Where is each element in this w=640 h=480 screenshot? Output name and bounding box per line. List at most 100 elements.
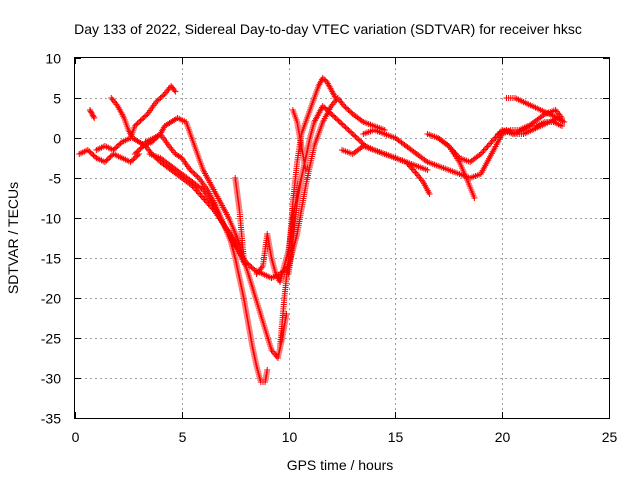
data-point (187, 167, 194, 173)
y-axis-label: SDTVAR / TECUs (5, 182, 21, 294)
data-point (89, 151, 96, 157)
data-point (244, 260, 251, 267)
data-point (349, 131, 356, 137)
data-point (101, 159, 108, 165)
data-point (326, 109, 333, 116)
data-point (194, 173, 201, 180)
y-tick-label: -20 (41, 291, 61, 307)
data-point (134, 120, 141, 127)
data-point (332, 95, 339, 101)
y-tick-label: -10 (41, 211, 61, 227)
data-point (87, 108, 94, 115)
x-axis-label: GPS time / hours (287, 457, 394, 473)
data-point (412, 169, 419, 176)
data-point (90, 113, 97, 120)
data-point (136, 147, 143, 153)
data-point (559, 123, 566, 129)
data-point (484, 143, 491, 150)
data-point (197, 192, 204, 198)
data-point (346, 128, 353, 135)
data-point (160, 92, 167, 99)
data-points (76, 75, 568, 385)
y-tick-label: 10 (45, 51, 61, 67)
data-point (158, 93, 165, 100)
data-point (353, 135, 360, 141)
data-point (116, 141, 123, 148)
data-point (328, 111, 335, 117)
data-point (346, 108, 353, 115)
data-point (172, 88, 179, 95)
series-arc-1 (76, 147, 143, 165)
data-point (339, 121, 346, 128)
data-point (321, 104, 328, 111)
data-point (319, 75, 326, 81)
data-point (188, 168, 195, 175)
data-point (248, 264, 255, 271)
data-point (107, 153, 114, 160)
chart-title: Day 133 of 2022, Sidereal Day-to-day VTE… (74, 21, 582, 37)
data-point (90, 152, 97, 159)
data-point (358, 139, 365, 145)
data-point (91, 153, 98, 160)
grid-lines (75, 58, 609, 418)
data-point (86, 107, 93, 113)
data-point (424, 167, 431, 173)
data-point (335, 117, 342, 124)
data-point (343, 105, 350, 112)
data-point (483, 145, 490, 151)
series-arc-2 (86, 107, 98, 121)
data-point (352, 133, 359, 140)
data-point (131, 123, 138, 129)
x-tick-label: 15 (388, 429, 404, 445)
data-point (485, 142, 492, 148)
plot-frame (74, 57, 610, 419)
data-point (154, 97, 161, 104)
data-point (355, 136, 362, 143)
data-point (191, 171, 198, 177)
data-point (89, 112, 96, 119)
data-point (245, 261, 252, 268)
data-point (321, 76, 328, 83)
data-point (322, 105, 329, 112)
data-point (131, 151, 138, 157)
data-point (111, 145, 118, 152)
data-point (106, 155, 113, 161)
x-tick-label: 0 (72, 429, 80, 445)
data-point (193, 172, 200, 179)
data-point (88, 109, 95, 116)
data-point (137, 117, 144, 124)
data-point (345, 127, 352, 133)
y-tick-label: -5 (49, 171, 62, 187)
data-point (87, 149, 94, 156)
data-point (130, 156, 137, 163)
data-point (345, 107, 352, 113)
data-point (341, 103, 348, 109)
data-point (487, 140, 494, 147)
data-point (331, 113, 338, 120)
data-point (341, 123, 348, 129)
data-point (143, 112, 150, 119)
series-arc-10 (277, 75, 339, 349)
data-point (342, 124, 349, 131)
data-point (332, 115, 339, 121)
data-point (411, 168, 418, 174)
data-point (488, 139, 495, 145)
data-point (114, 143, 121, 149)
x-tick-label: 20 (495, 429, 511, 445)
data-point (104, 156, 111, 163)
data-point (319, 103, 326, 109)
series-arc-7 (146, 95, 388, 281)
series-arc-8 (232, 175, 247, 261)
data-point (348, 129, 355, 136)
data-point (426, 191, 433, 197)
data-point (247, 263, 254, 269)
data-point (324, 107, 331, 113)
data-point (481, 146, 488, 153)
axis-ticks: 0 5 10 15 20 25 10 5 0 -5 -10 -15 -20 -25 -30 -35 (41, 51, 618, 446)
data-point (171, 87, 178, 94)
data-point (128, 157, 135, 164)
data-point (89, 111, 96, 117)
y-tick-label: -15 (41, 251, 61, 267)
data-point (110, 147, 117, 153)
